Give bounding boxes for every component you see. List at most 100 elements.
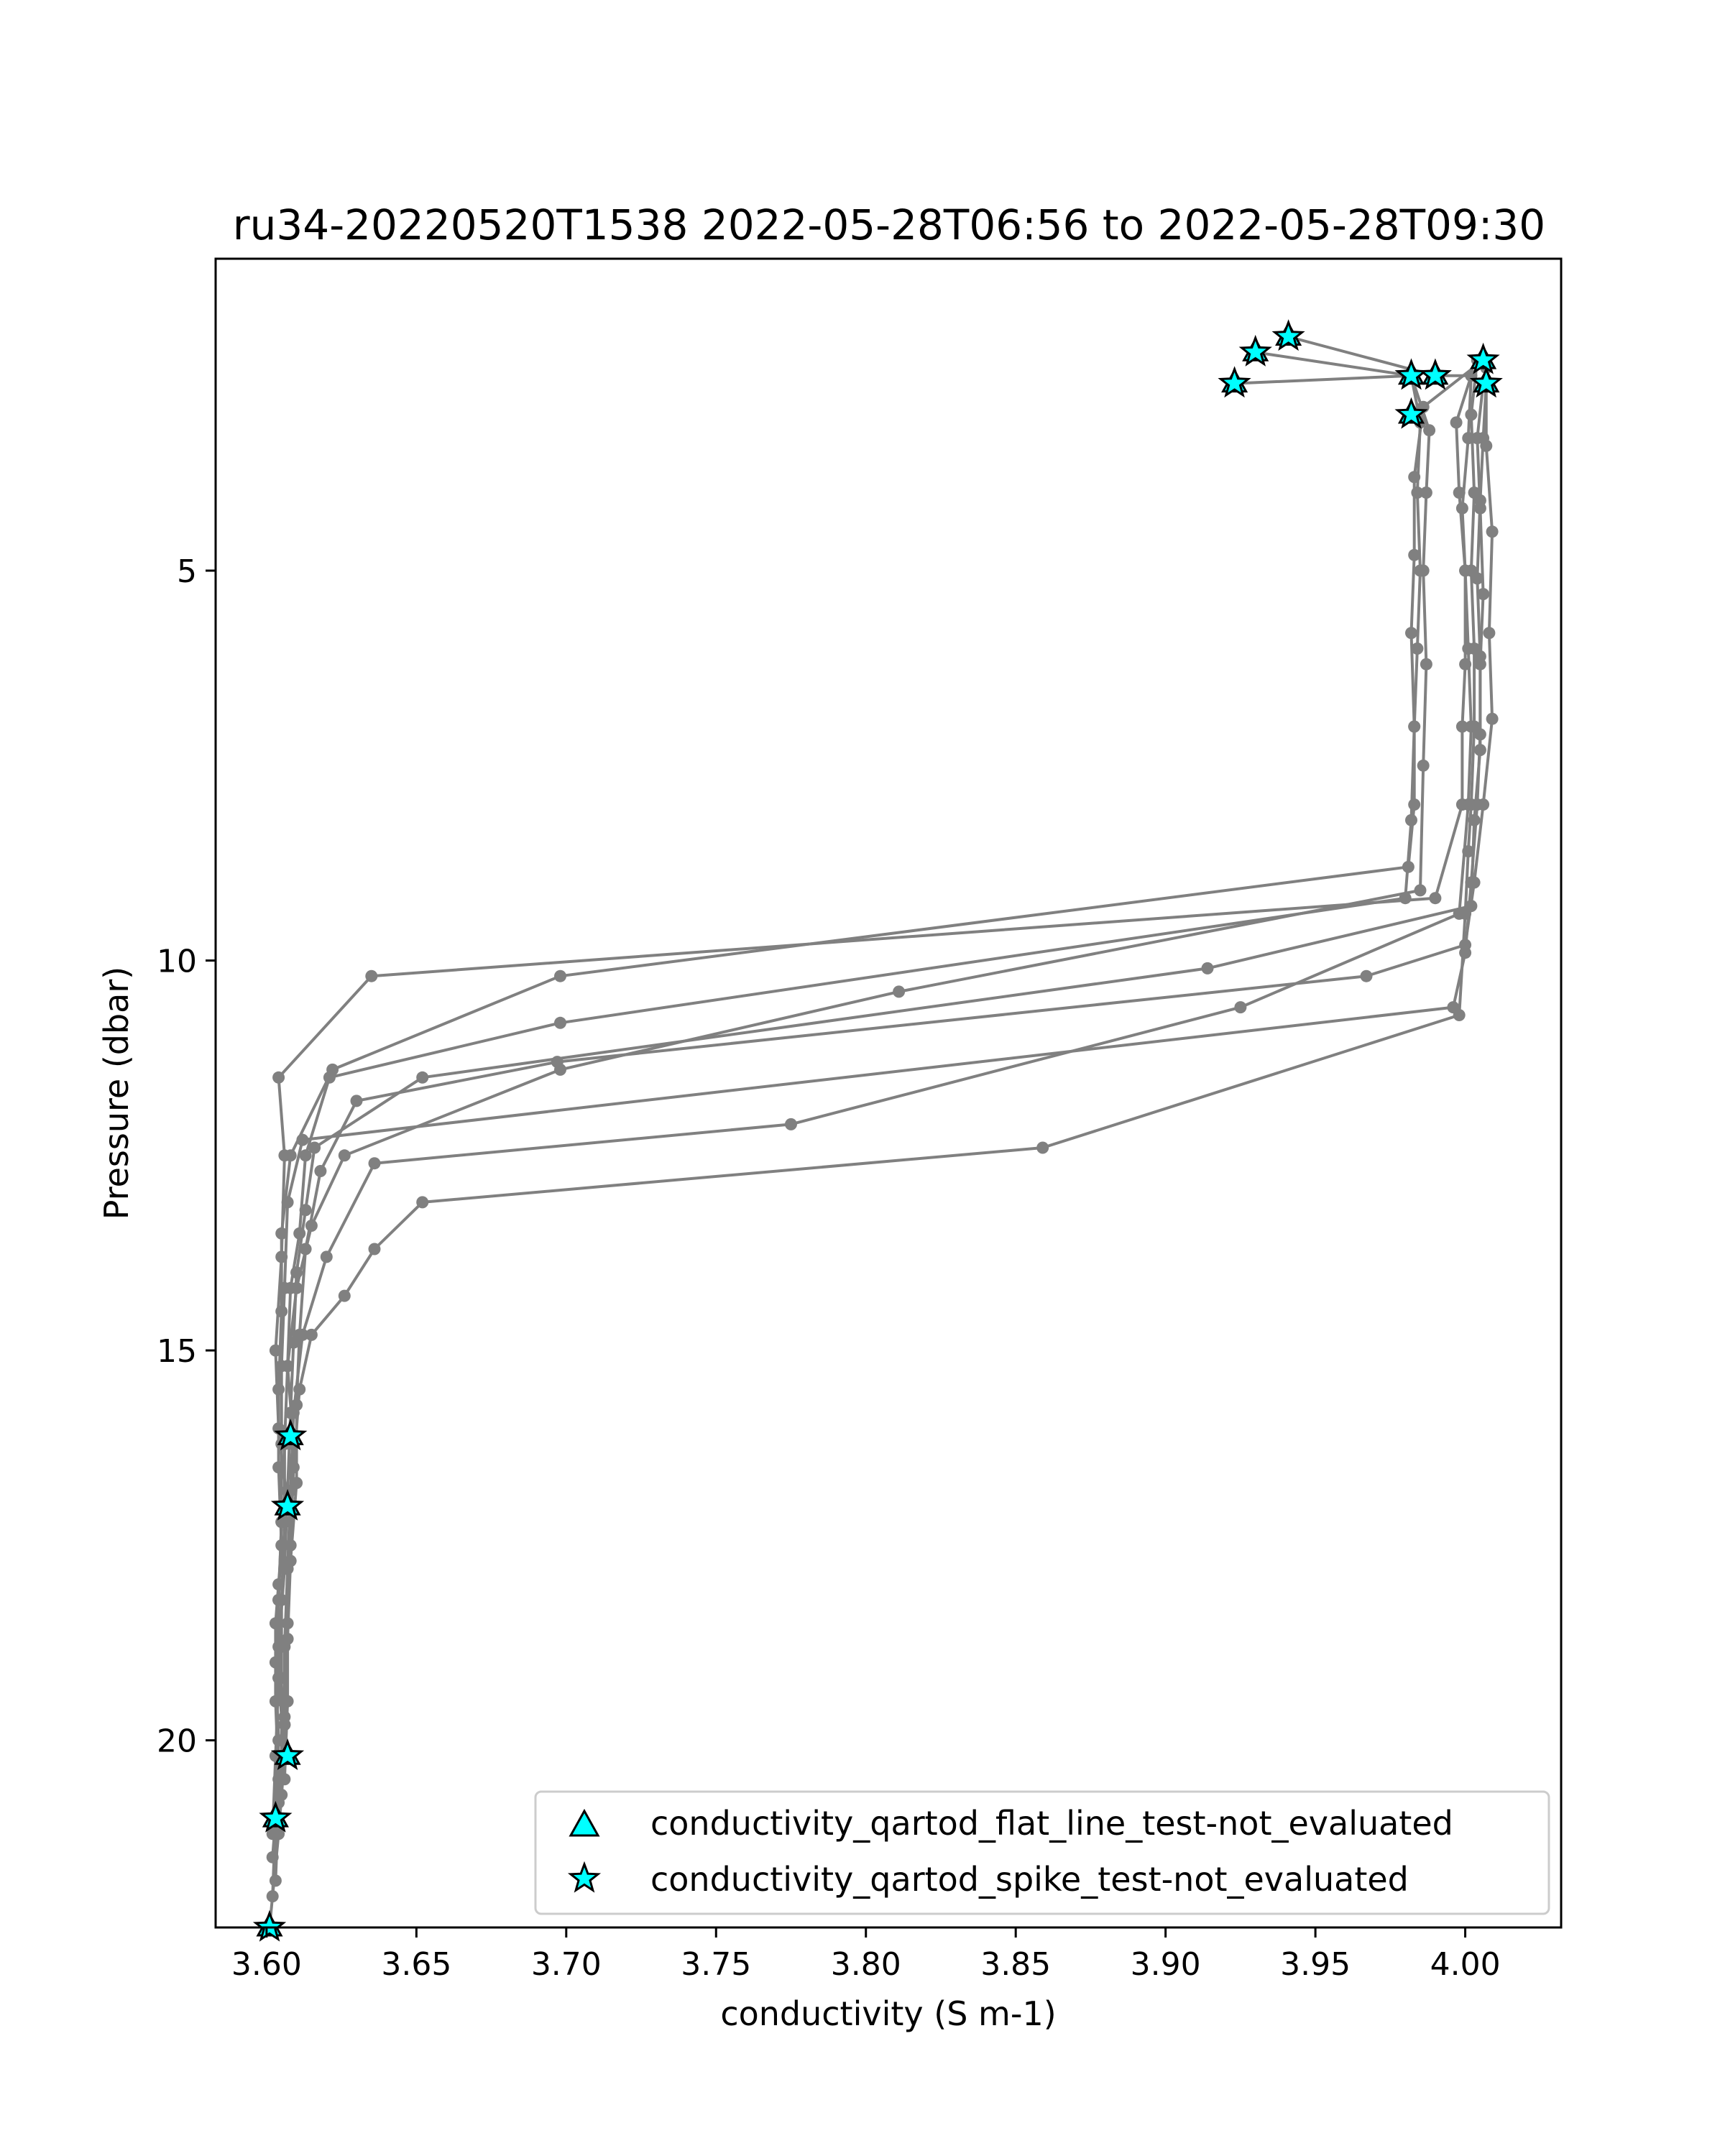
- profile-point: [554, 1016, 566, 1029]
- profile-point: [275, 1360, 288, 1373]
- y-tick-label: 10: [157, 944, 197, 980]
- profile-point: [416, 1071, 429, 1084]
- profile-point: [296, 1133, 309, 1146]
- x-tick-label: 3.70: [531, 1946, 602, 1983]
- profile-point: [1417, 759, 1430, 772]
- profile-line: [277, 383, 1485, 1756]
- legend: conductivity_qartod_flat_line_test-not_e…: [534, 1790, 1550, 1915]
- x-axis-label: conductivity (S m-1): [720, 1994, 1056, 2033]
- x-tick-label: 3.75: [681, 1946, 751, 1983]
- profile-point: [1399, 892, 1412, 905]
- profile-point: [275, 1305, 288, 1318]
- spike-flag-marker: [1271, 319, 1305, 351]
- profile-point: [275, 1227, 288, 1240]
- spike-flag-marker: [1418, 358, 1452, 390]
- profile-point: [1471, 798, 1484, 811]
- profile-point: [1408, 720, 1421, 733]
- spike-flag-markers: [252, 319, 1503, 1942]
- profile-point: [1473, 650, 1486, 663]
- y-axis: 5 10 15 20: [157, 553, 216, 1760]
- y-tick-label: 20: [157, 1723, 197, 1760]
- x-tick-label: 3.80: [831, 1946, 901, 1983]
- profile-point: [416, 1196, 429, 1209]
- profile-point: [278, 1281, 291, 1294]
- profile-point: [368, 1243, 381, 1256]
- profile-point: [368, 1157, 381, 1170]
- legend-triangle-marker: [569, 1808, 600, 1837]
- profile-point: [1420, 487, 1432, 499]
- profile-point: [308, 1141, 321, 1154]
- profile-point: [785, 1118, 797, 1130]
- profile-point: [1408, 471, 1421, 484]
- profile-point: [266, 1828, 279, 1841]
- profile-point: [299, 1204, 312, 1217]
- profile-point: [296, 1328, 309, 1341]
- profile-point: [293, 1383, 306, 1396]
- x-tick-label: 3.90: [1131, 1946, 1201, 1983]
- profile-point: [305, 1328, 318, 1341]
- profile-point: [281, 1196, 294, 1209]
- legend-star-shape: [567, 1861, 602, 1893]
- profile-point: [272, 1071, 285, 1084]
- profile-point: [281, 1695, 294, 1708]
- spike-flag-marker: [252, 1909, 287, 1942]
- legend-label-spike: conductivity_qartod_spike_test-not_evalu…: [650, 1860, 1409, 1899]
- profile-point: [1477, 432, 1490, 445]
- profile-point: [1462, 845, 1475, 858]
- profile-point: [1411, 642, 1424, 655]
- profile-point: [1201, 962, 1214, 975]
- profile-point: [272, 1593, 285, 1606]
- legend-label-flat-line: conductivity_qartod_flat_line_test-not_e…: [650, 1804, 1453, 1843]
- profile-point: [323, 1071, 336, 1084]
- legend-frame: [534, 1790, 1550, 1915]
- profile-point: [1471, 572, 1484, 585]
- profile-point: [299, 1243, 312, 1256]
- plot-frame: [214, 257, 1563, 1929]
- profile-point: [1465, 876, 1478, 889]
- plot-area: [252, 319, 1503, 1942]
- profile-point: [1473, 494, 1486, 507]
- profile-point: [1459, 946, 1472, 959]
- profile-point: [1455, 502, 1468, 515]
- profile-point: [350, 1095, 363, 1107]
- spike-flag-marker: [259, 1800, 293, 1833]
- profile-point: [278, 1718, 291, 1731]
- profile-point: [893, 985, 906, 998]
- profile-point: [1447, 1001, 1460, 1014]
- profile-point: [284, 1539, 297, 1552]
- profile-point: [1450, 416, 1463, 429]
- spike-flag-marker: [270, 1488, 305, 1521]
- profile-point: [290, 1266, 303, 1279]
- spike-flag-marker: [1394, 397, 1428, 429]
- chart-title: ru34-20220520T1538 2022-05-28T06:56 to 2…: [233, 201, 1545, 249]
- profile-point: [1234, 1001, 1247, 1014]
- profile-point: [287, 1461, 300, 1474]
- profile-point: [284, 1149, 297, 1162]
- spike-flag-marker: [1469, 366, 1503, 398]
- profile-point: [320, 1250, 333, 1263]
- profile-point: [1036, 1141, 1049, 1154]
- profile-point: [1477, 588, 1490, 601]
- x-tick-label: 3.65: [381, 1946, 451, 1983]
- profile-point: [365, 969, 378, 982]
- profile-point: [1473, 728, 1486, 741]
- profile-point: [1455, 720, 1468, 733]
- x-tick-label: 3.95: [1280, 1946, 1351, 1983]
- profile-point: [1405, 814, 1417, 826]
- profile-point: [1420, 658, 1432, 671]
- profile-point: [1414, 884, 1427, 897]
- y-axis-label: Pressure (dbar): [97, 967, 136, 1220]
- profile-point: [299, 1149, 312, 1162]
- profile-point: [1486, 525, 1499, 538]
- x-tick-label: 4.00: [1430, 1946, 1501, 1983]
- spike-flag-marker: [270, 1738, 305, 1770]
- legend-star-marker: [567, 1861, 602, 1893]
- profile-point: [269, 1874, 282, 1887]
- profile-point: [551, 1056, 564, 1069]
- profile-point: [1405, 627, 1417, 640]
- x-tick-label: 3.85: [980, 1946, 1051, 1983]
- spike-flag-marker: [1218, 366, 1251, 398]
- y-tick-label: 5: [177, 553, 197, 590]
- spike-flag-marker: [1466, 342, 1500, 374]
- profile-point: [281, 1617, 294, 1630]
